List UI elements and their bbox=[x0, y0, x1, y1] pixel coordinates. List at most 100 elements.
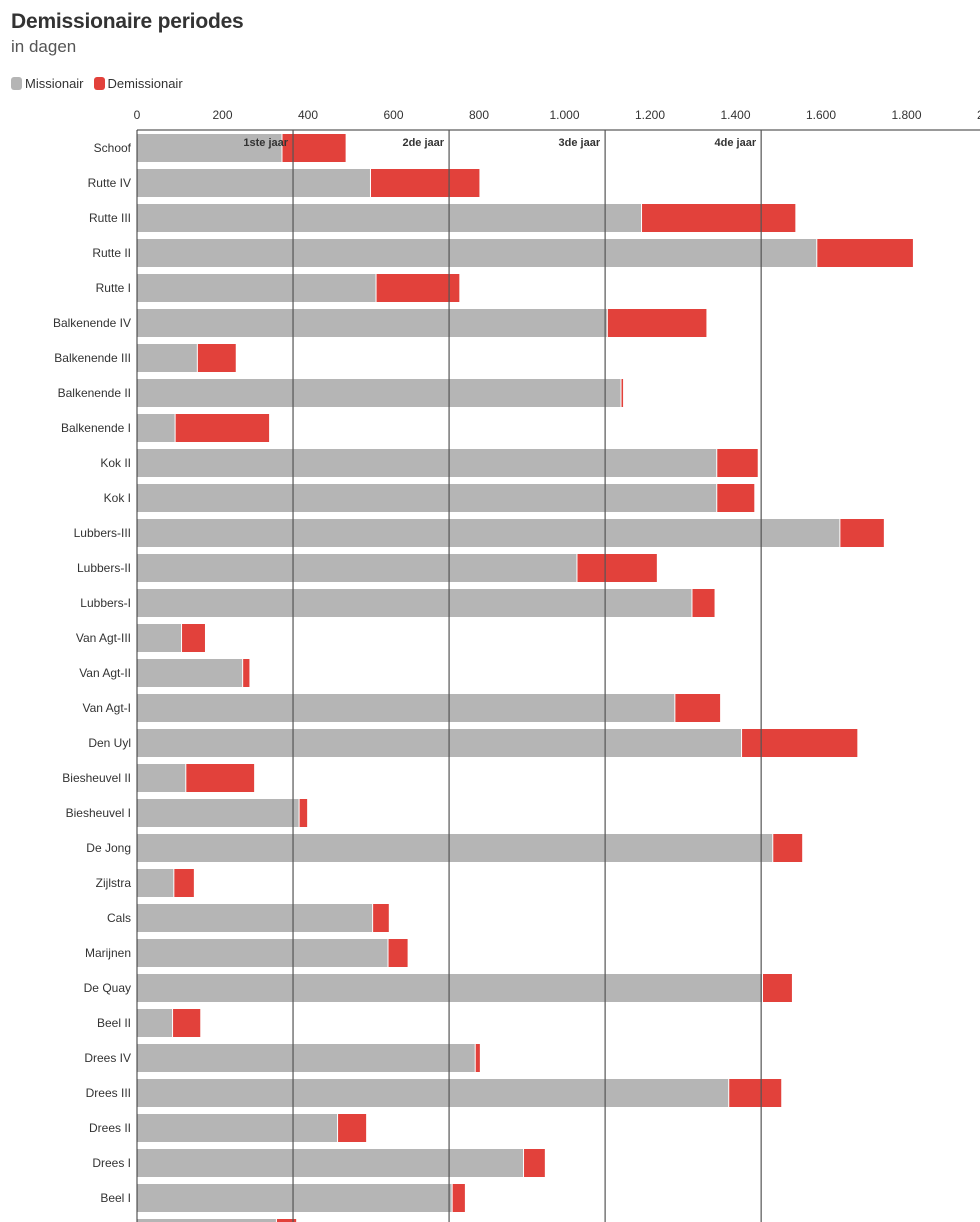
bar-missionair bbox=[137, 834, 773, 862]
bar-missionair bbox=[137, 484, 717, 512]
category-label: Rutte III bbox=[89, 211, 131, 225]
bar-missionair bbox=[137, 309, 607, 337]
bar-demissionair bbox=[282, 134, 346, 162]
bar-missionair bbox=[137, 134, 282, 162]
x-tick-label: 1.200 bbox=[635, 108, 665, 122]
bar-missionair bbox=[137, 1184, 452, 1212]
bar-demissionair bbox=[174, 869, 194, 897]
x-tick-label: 1.000 bbox=[549, 108, 579, 122]
category-label: Rutte II bbox=[92, 246, 131, 260]
bar-demissionair bbox=[186, 764, 255, 792]
x-tick-label: 2.000 bbox=[977, 108, 980, 122]
bar-demissionair bbox=[182, 624, 205, 652]
category-label: Zijlstra bbox=[96, 876, 132, 890]
bar-missionair bbox=[137, 414, 175, 442]
category-label: Rutte IV bbox=[88, 176, 131, 190]
bar-missionair bbox=[137, 589, 692, 617]
bar-missionair bbox=[137, 694, 675, 722]
category-label: Drees I bbox=[92, 1156, 131, 1170]
bar-missionair bbox=[137, 1079, 729, 1107]
bar-demissionair bbox=[373, 904, 389, 932]
bar-demissionair bbox=[675, 694, 721, 722]
bar-demissionair bbox=[475, 1044, 480, 1072]
bar-missionair bbox=[137, 869, 174, 897]
bar-demissionair bbox=[276, 1219, 297, 1222]
bar-missionair bbox=[137, 939, 388, 967]
bar-missionair bbox=[137, 554, 577, 582]
category-label: Lubbers-II bbox=[77, 561, 131, 575]
bar-missionair bbox=[137, 1219, 276, 1222]
x-tick-label: 200 bbox=[212, 108, 232, 122]
category-label: Biesheuvel II bbox=[62, 771, 131, 785]
bar-demissionair bbox=[243, 659, 250, 687]
category-label: Lubbers-I bbox=[80, 596, 131, 610]
bar-missionair bbox=[137, 274, 376, 302]
bar-missionair bbox=[137, 904, 373, 932]
bar-demissionair bbox=[729, 1079, 782, 1107]
bar-demissionair bbox=[338, 1114, 367, 1142]
bar-missionair bbox=[137, 624, 182, 652]
category-label: Van Agt-II bbox=[79, 666, 131, 680]
x-tick-label: 0 bbox=[134, 108, 141, 122]
bar-demissionair bbox=[773, 834, 803, 862]
x-tick-label: 800 bbox=[469, 108, 489, 122]
x-tick-label: 1.800 bbox=[891, 108, 921, 122]
reference-line-label: 2de jaar bbox=[402, 137, 444, 149]
bar-missionair bbox=[137, 169, 370, 197]
legend-label-demissionair: Demissionair bbox=[107, 76, 183, 91]
category-label: Drees II bbox=[89, 1121, 131, 1135]
bar-missionair bbox=[137, 204, 642, 232]
bar-demissionair bbox=[173, 1009, 201, 1037]
bar-missionair bbox=[137, 1114, 338, 1142]
category-label: Van Agt-I bbox=[83, 701, 131, 715]
bar-missionair bbox=[137, 449, 717, 477]
bar-demissionair bbox=[642, 204, 796, 232]
category-label: Van Agt-III bbox=[76, 631, 131, 645]
bar-demissionair bbox=[607, 309, 707, 337]
category-label: Balkenende I bbox=[61, 421, 131, 435]
bar-demissionair bbox=[175, 414, 270, 442]
category-label: Balkenende IV bbox=[53, 316, 131, 330]
bar-demissionair bbox=[763, 974, 792, 1002]
category-label: Beel I bbox=[100, 1191, 131, 1205]
bar-demissionair bbox=[376, 274, 460, 302]
category-label: Beel II bbox=[97, 1016, 131, 1030]
legend-label-missionair: Missionair bbox=[25, 76, 84, 91]
category-label: Drees IV bbox=[84, 1051, 131, 1065]
category-label: Balkenende II bbox=[58, 386, 131, 400]
category-label: Schoof bbox=[94, 141, 132, 155]
bar-demissionair bbox=[577, 554, 657, 582]
bar-demissionair bbox=[452, 1184, 465, 1212]
category-label: Biesheuvel I bbox=[66, 806, 131, 820]
legend-item-missionair[interactable]: Missionair bbox=[11, 76, 84, 91]
bar-demissionair bbox=[197, 344, 236, 372]
category-label: Drees III bbox=[86, 1086, 131, 1100]
legend-swatch-missionair bbox=[11, 77, 22, 90]
category-label: Marijnen bbox=[85, 946, 131, 960]
bar-missionair bbox=[137, 344, 197, 372]
bar-demissionair bbox=[524, 1149, 545, 1177]
bar-missionair bbox=[137, 379, 621, 407]
category-label: Lubbers-III bbox=[74, 526, 131, 540]
bar-demissionair bbox=[840, 519, 884, 547]
category-label: Kok I bbox=[104, 491, 131, 505]
x-tick-label: 1.600 bbox=[806, 108, 836, 122]
bar-missionair bbox=[137, 1044, 475, 1072]
bar-demissionair bbox=[717, 484, 755, 512]
bar-demissionair bbox=[370, 169, 480, 197]
bar-missionair bbox=[137, 239, 817, 267]
legend: Missionair Demissionair bbox=[11, 76, 193, 91]
bar-missionair bbox=[137, 519, 840, 547]
x-tick-label: 1.400 bbox=[720, 108, 750, 122]
x-tick-label: 600 bbox=[383, 108, 403, 122]
bar-demissionair bbox=[621, 379, 624, 407]
bar-missionair bbox=[137, 799, 299, 827]
bar-demissionair bbox=[817, 239, 913, 267]
bar-missionair bbox=[137, 1149, 524, 1177]
reference-line-label: 4de jaar bbox=[715, 137, 757, 149]
legend-swatch-demissionair bbox=[93, 77, 105, 90]
category-label: Den Uyl bbox=[88, 736, 131, 750]
bar-demissionair bbox=[388, 939, 408, 967]
legend-item-demissionair[interactable]: Demissionair bbox=[93, 76, 183, 91]
